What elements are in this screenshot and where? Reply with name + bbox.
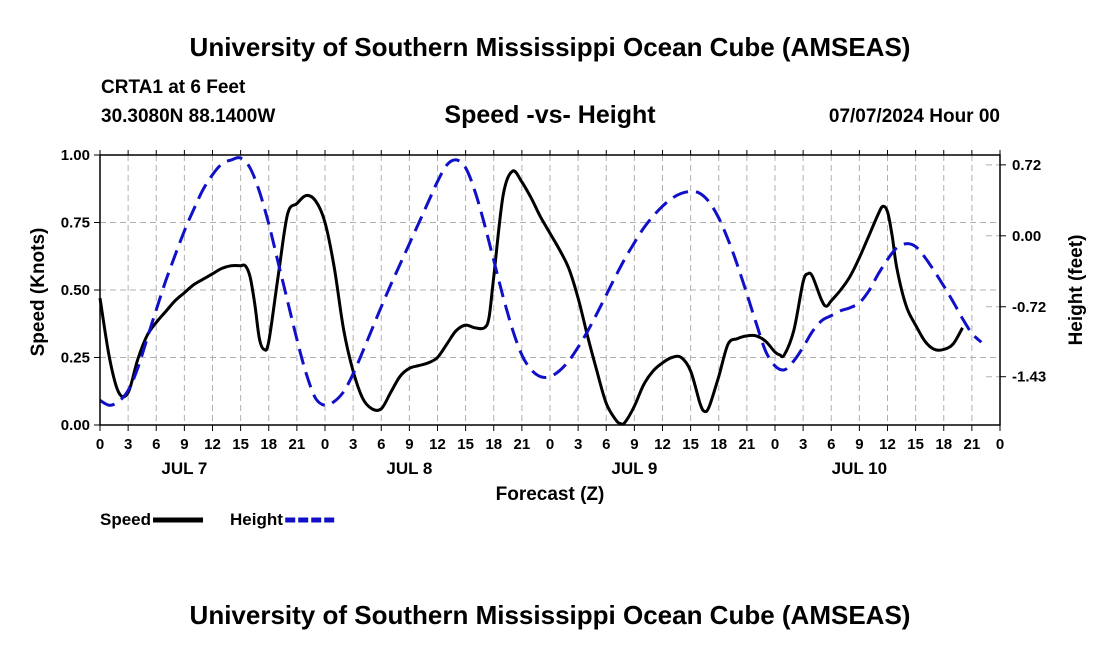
- day-label: JUL 8: [386, 459, 432, 478]
- x-tick-label: 6: [152, 436, 160, 453]
- x-tick-label: 3: [574, 436, 582, 453]
- day-label: JUL 9: [611, 459, 657, 478]
- x-tick-label: 15: [907, 436, 924, 453]
- series-lines: [98, 156, 983, 426]
- x-tick-label: 21: [964, 436, 981, 453]
- x-tick-label: 12: [429, 436, 446, 453]
- grid-lines: [100, 155, 1000, 425]
- x-tick-label: 3: [799, 436, 807, 453]
- day-label: JUL 10: [832, 459, 887, 478]
- x-tick-label: 0: [996, 436, 1004, 453]
- chart-title: Speed -vs- Height: [444, 101, 656, 129]
- coordinates-label: 30.3080N 88.1400W: [101, 106, 276, 127]
- x-tick-label: 15: [232, 436, 249, 453]
- x-tick-label: 12: [654, 436, 671, 453]
- y-left-tick-label: 0.00: [61, 417, 90, 434]
- x-tick-label: 21: [514, 436, 531, 453]
- series-line-height: [99, 156, 983, 407]
- x-tick-label: 18: [485, 436, 502, 453]
- legend-label: Speed: [100, 510, 151, 529]
- legend: Speed Height: [100, 510, 336, 529]
- y-left-tick-label: 0.75: [61, 215, 90, 232]
- x-tick-label: 3: [349, 436, 357, 453]
- x-tick-label: 9: [630, 436, 638, 453]
- y-right-tick-label: -1.43: [1012, 369, 1046, 386]
- x-tick-label: 6: [827, 436, 835, 453]
- legend-item-height: Height: [230, 510, 336, 529]
- x-tick-label: 9: [405, 436, 413, 453]
- x-tick-label: 3: [124, 436, 132, 453]
- y-left-tick-label: 0.25: [61, 350, 90, 367]
- y-left-tick-label: 0.50: [61, 282, 90, 299]
- x-tick-label: 0: [96, 436, 104, 453]
- x-tick-label: 12: [879, 436, 896, 453]
- x-tick-label: 0: [771, 436, 779, 453]
- x-tick-label: 9: [855, 436, 863, 453]
- x-tick-label: 18: [935, 436, 952, 453]
- x-tick-label: 15: [457, 436, 474, 453]
- day-label: JUL 7: [161, 459, 207, 478]
- x-tick-label: 21: [739, 436, 756, 453]
- x-tick-label: 0: [546, 436, 554, 453]
- y-left-tick-label: 1.00: [61, 147, 90, 164]
- x-tick-label: 0: [321, 436, 329, 453]
- legend-item-speed: Speed: [100, 510, 204, 529]
- series-line-speed: [98, 169, 964, 426]
- forecast-datetime: 07/07/2024 Hour 00: [828, 106, 1000, 127]
- x-tick-label: 12: [204, 436, 221, 453]
- y-right-tick-label: -0.72: [1012, 299, 1046, 316]
- main-title: University of Southern Mississippi Ocean…: [189, 32, 911, 62]
- x-tick-label: 6: [602, 436, 610, 453]
- y-axis-left-label: Speed (Knots): [28, 228, 49, 357]
- footer-title: University of Southern Mississippi Ocean…: [189, 600, 911, 630]
- station-label: CRTA1 at 6 Feet: [101, 77, 246, 98]
- legend-label: Height: [230, 510, 283, 529]
- x-tick-label: 21: [289, 436, 306, 453]
- x-tick-label: 9: [180, 436, 188, 453]
- x-tick-label: 18: [260, 436, 277, 453]
- y-axis-right-label: Height (feet): [1066, 235, 1087, 346]
- axis-ticks: 0 3 6 9 12 15 18 21 0 3 6 9 12 15 18 21 0 3 6 9 12 15 18 21 0 3 6 9…: [61, 147, 1046, 478]
- y-right-tick-label: 0.00: [1012, 228, 1041, 245]
- x-tick-label: 6: [377, 436, 385, 453]
- x-axis-label: Forecast (Z): [496, 484, 605, 505]
- y-right-tick-label: 0.72: [1012, 157, 1041, 174]
- x-tick-label: 15: [682, 436, 699, 453]
- x-tick-label: 18: [710, 436, 727, 453]
